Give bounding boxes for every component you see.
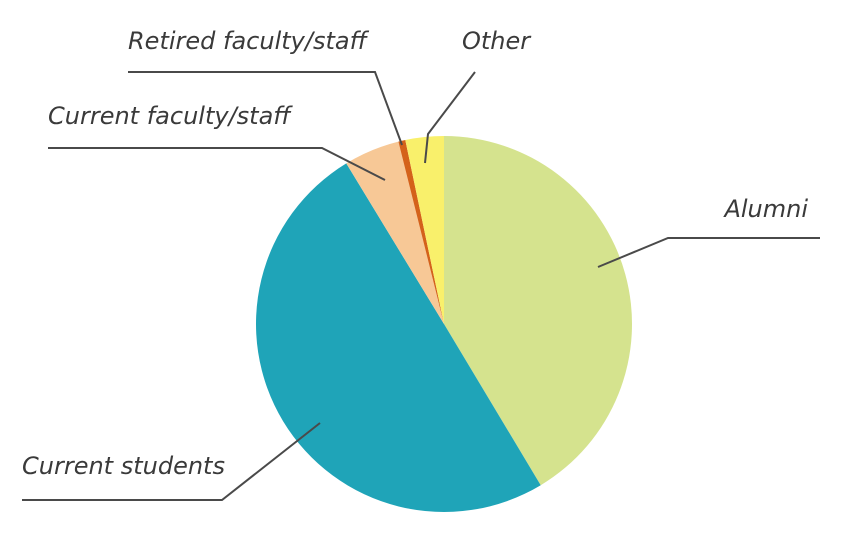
slice-label: Current faculty/staff bbox=[48, 102, 293, 130]
pie-slice bbox=[398, 140, 444, 324]
leader-line bbox=[424, 71, 476, 164]
pie-slice bbox=[256, 163, 541, 512]
leader-line bbox=[48, 147, 386, 181]
slice-label: Retired faculty/staff bbox=[128, 27, 370, 55]
leader-line bbox=[128, 71, 403, 146]
slice-label: Current students bbox=[22, 452, 225, 480]
leader-line bbox=[597, 237, 820, 268]
leader-line bbox=[22, 422, 321, 501]
slice-label: Alumni bbox=[722, 195, 808, 223]
pie-slice bbox=[444, 136, 632, 486]
pie-slice bbox=[405, 136, 444, 324]
slice-label: Other bbox=[462, 27, 532, 55]
pie-slice bbox=[346, 141, 444, 324]
